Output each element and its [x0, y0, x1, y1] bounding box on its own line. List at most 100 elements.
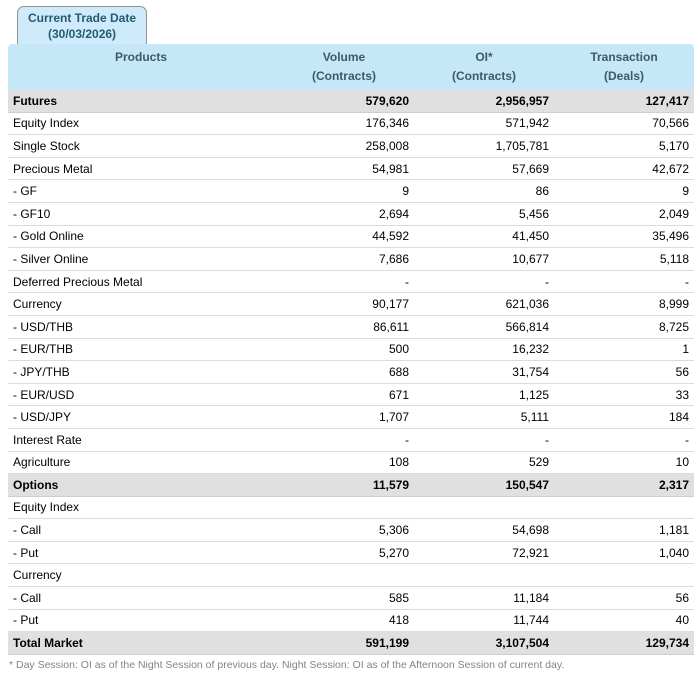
table-row: Equity Index 176,346 571,942 70,566 [8, 112, 694, 136]
column-label: Products [114, 50, 167, 64]
deals-cell: - [685, 274, 689, 289]
oi-cell: 31,754 [512, 364, 549, 379]
deals-cell: 33 [675, 387, 689, 402]
deals-cell: 184 [668, 410, 689, 425]
volume-cell: - [405, 274, 409, 289]
table-row: Precious Metal 54,981 57,669 42,672 [8, 157, 694, 181]
volume-cell: 86,611 [373, 319, 409, 334]
deals-cell: 1,040 [658, 545, 689, 560]
product-cell: - GF [13, 184, 37, 199]
oi-cell: 150,547 [505, 477, 549, 492]
oi-cell: 1,125 [518, 387, 549, 402]
oi-cell: 1,705,781 [495, 138, 549, 153]
product-cell: - JPY/THB [13, 364, 70, 379]
oi-cell: 41,450 [512, 229, 549, 244]
deals-cell: - [685, 432, 689, 447]
table-row: - GF 9 86 9 [8, 180, 694, 203]
tab-title: Current Trade Date [28, 11, 137, 25]
deals-cell: 9 [682, 184, 689, 199]
volume-cell: 671 [388, 387, 409, 402]
column-sublabel: (Contracts) [311, 69, 376, 83]
deals-cell: 1 [682, 342, 689, 357]
product-cell: - Gold Online [13, 229, 84, 244]
table-body: Futures 579,620 2,956,957 127,417 Equity Ind… [8, 90, 694, 655]
deals-cell: 42,672 [652, 161, 689, 176]
product-cell: Equity Index [13, 116, 80, 131]
volume-cell: 54,981 [372, 161, 409, 176]
table-row: Futures 579,620 2,956,957 127,417 [8, 90, 694, 113]
oi-cell: 571,942 [505, 116, 549, 131]
product-cell: Deferred Precious Metal [13, 274, 143, 289]
table-row: - Call 585 11,184 56 [8, 587, 694, 610]
volume-cell: 579,620 [365, 93, 409, 108]
column-label: OI* [475, 50, 493, 64]
oi-cell: 57,669 [512, 161, 549, 176]
product-cell: - USD/JPY [13, 410, 72, 425]
product-cell: - Call [13, 590, 42, 605]
tab-current-trade-date[interactable]: Current Trade Date (30/03/2026) [17, 6, 148, 44]
column-header-products: Products [8, 48, 274, 86]
table-row: - Gold Online 44,592 41,450 35,496 [8, 225, 694, 249]
volume-cell: 418 [388, 613, 409, 628]
product-cell: Interest Rate [13, 432, 82, 447]
deals-cell: 2,049 [658, 206, 689, 221]
table-row: Single Stock 258,008 1,705,781 5,170 [8, 135, 694, 158]
table-row: - Silver Online 7,686 10,677 5,118 [8, 248, 694, 271]
table-row: - JPY/THB 688 31,754 56 [8, 361, 694, 384]
product-cell: - Call [13, 523, 42, 538]
table-row: - Put 418 11,744 40 [8, 609, 694, 633]
deals-cell: 56 [675, 364, 689, 379]
tab-date: (30/03/2026) [47, 27, 117, 41]
oi-cell: 72,921 [512, 545, 549, 560]
deals-cell: 127,417 [645, 93, 689, 108]
deals-cell: 35,496 [652, 229, 689, 244]
oi-cell: - [545, 432, 549, 447]
column-header-volume: Volume (Contracts) [274, 48, 414, 86]
volume-cell: 688 [388, 364, 409, 379]
volume-cell: 108 [388, 455, 409, 470]
product-cell: Equity Index [13, 500, 80, 515]
product-cell: Currency [13, 568, 62, 583]
column-header-transaction: Transaction (Deals) [554, 48, 694, 86]
table-row: Deferred Precious Metal - - - [8, 270, 694, 294]
table-row: - USD/THB 86,611 566,814 8,725 [8, 315, 694, 339]
product-cell: - Put [13, 613, 39, 628]
oi-cell: 10,677 [512, 251, 549, 266]
oi-cell: 54,698 [512, 523, 549, 538]
market-summary-table: Products Volume (Contracts) OI* (Contrac… [8, 44, 694, 655]
deals-cell: 40 [675, 613, 689, 628]
oi-cell: 2,956,957 [495, 93, 549, 108]
column-header-oi: OI* (Contracts) [414, 48, 554, 86]
volume-cell: 11,579 [372, 477, 409, 492]
oi-cell: 529 [528, 455, 549, 470]
oi-cell: - [545, 274, 549, 289]
oi-cell: 16,232 [512, 342, 549, 357]
column-label: Transaction [590, 50, 658, 64]
volume-cell: 258,008 [365, 138, 409, 153]
product-cell: - EUR/USD [13, 387, 75, 402]
table-row: Currency 90,177 621,036 8,999 [8, 293, 694, 316]
volume-cell: 5,306 [378, 523, 409, 538]
table-row: - Call 5,306 54,698 1,181 [8, 519, 694, 542]
volume-cell: 1,707 [378, 410, 409, 425]
volume-cell: 44,592 [372, 229, 409, 244]
product-cell: Options [13, 477, 59, 492]
product-cell: - USD/THB [13, 319, 73, 334]
volume-cell: 176,346 [365, 116, 409, 131]
oi-cell: 5,111 [520, 410, 549, 425]
volume-cell: 585 [388, 590, 409, 605]
table-row: Options 11,579 150,547 2,317 [8, 474, 694, 497]
oi-cell: 5,456 [518, 206, 549, 221]
table-row: - EUR/THB 500 16,232 1 [8, 338, 694, 362]
volume-cell: 5,270 [378, 545, 409, 560]
table-row: Total Market 591,199 3,107,504 129,734 [8, 632, 694, 655]
table-row: Agriculture 108 529 10 [8, 451, 694, 475]
volume-cell: 591,199 [365, 636, 409, 651]
deals-cell: 56 [675, 590, 689, 605]
oi-cell: 11,744 [513, 613, 549, 628]
product-cell: - EUR/THB [13, 342, 73, 357]
oi-cell: 86 [535, 184, 549, 199]
oi-cell: 3,107,504 [495, 636, 549, 651]
table-row: - Put 5,270 72,921 1,040 [8, 541, 694, 565]
deals-cell: 8,725 [658, 319, 689, 334]
